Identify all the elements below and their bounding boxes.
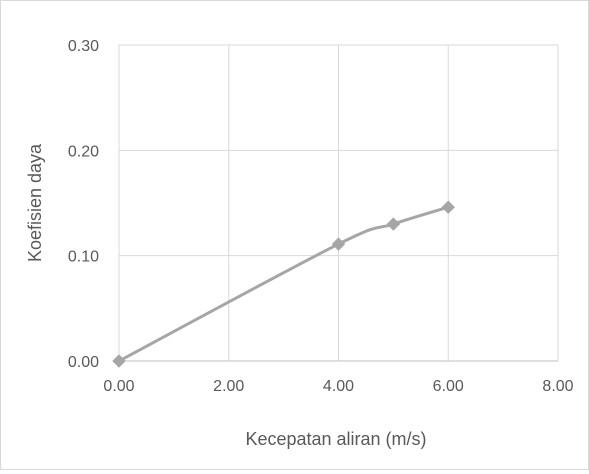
data-point-marker <box>441 200 455 214</box>
y-tick-label: 0.00 <box>68 354 99 371</box>
y-tick-label: 0.10 <box>68 249 99 266</box>
tick-labels: 0.00 2.00 4.00 6.00 8.00 0.00 0.10 0.20 0.30 <box>68 38 574 395</box>
data-point-marker <box>331 237 346 251</box>
x-axis-title: Kecepatan aliran (m/s) <box>245 429 426 449</box>
x-tick-label: 8.00 <box>542 378 573 395</box>
series-line <box>117 205 450 363</box>
y-axis-title: Koefisien daya <box>25 143 45 262</box>
x-tick-label: 2.00 <box>213 378 244 395</box>
x-tick-label: 6.00 <box>433 378 464 395</box>
y-tick-label: 0.20 <box>68 143 99 160</box>
axes <box>118 45 558 362</box>
series <box>112 200 455 368</box>
y-tick-label: 0.30 <box>68 38 99 55</box>
data-point-marker <box>386 217 401 231</box>
data-point-marker <box>112 354 126 368</box>
x-tick-label: 0.00 <box>103 378 134 395</box>
gridlines <box>119 44 559 361</box>
x-tick-label: 4.00 <box>323 378 354 395</box>
